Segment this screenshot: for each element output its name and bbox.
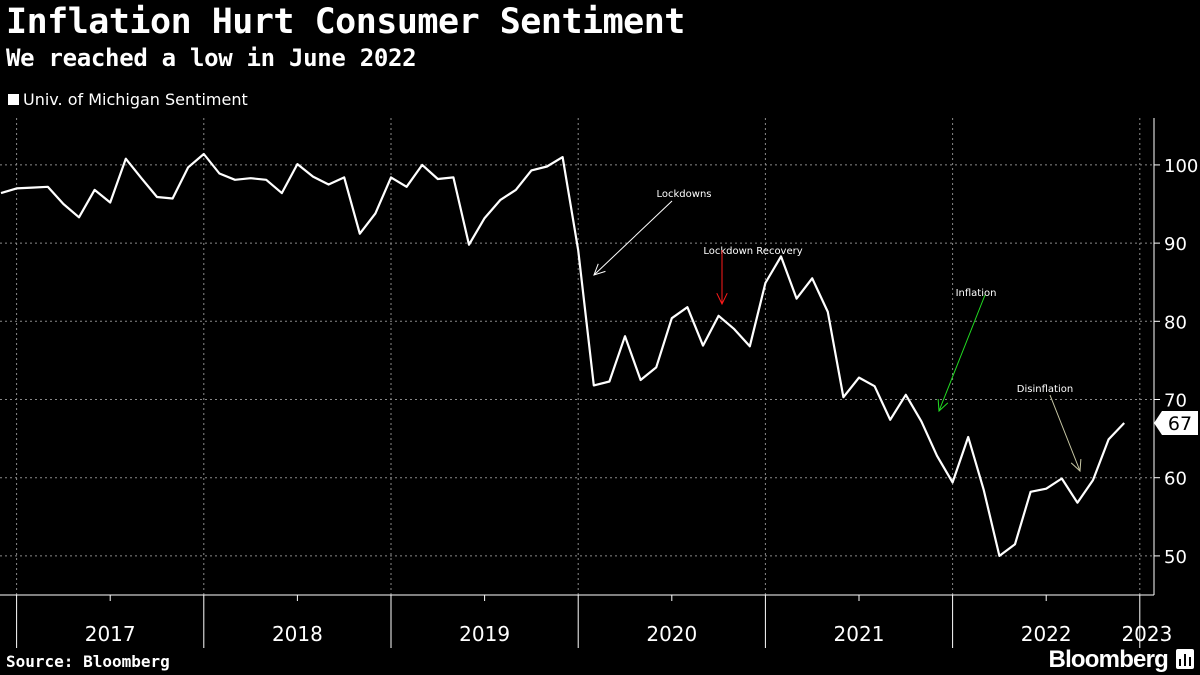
annotation-disinflation-arrow-head — [1070, 458, 1082, 473]
chart-icon — [1176, 649, 1194, 669]
annotation-inflation-arrow-shaft — [938, 294, 986, 412]
y-tick-label: 50 — [1164, 547, 1187, 568]
last-value-badge — [1154, 410, 1198, 435]
x-tick-label: 2017 — [85, 622, 136, 646]
last-value-label: 67 — [1168, 413, 1192, 435]
annotation-inflation-arrow-head — [937, 398, 949, 413]
annotation-lockdowns-label: Lockdowns — [657, 189, 712, 200]
legend: Univ. of Michigan Sentiment — [8, 90, 248, 109]
annotation-disinflation-arrow-shaft — [1049, 394, 1081, 472]
y-tick-label: 100 — [1164, 156, 1198, 177]
annotation-inflation-label: Inflation — [956, 288, 997, 299]
chart-subtitle: We reached a low in June 2022 — [6, 44, 417, 72]
annotation-lockdown-recovery-arrow-head — [716, 292, 728, 306]
y-tick-label: 80 — [1164, 312, 1187, 333]
legend-swatch — [8, 94, 19, 105]
x-tick-label: 2020 — [646, 622, 697, 646]
x-tick-label: 2019 — [459, 622, 510, 646]
brand-logo: Bloomberg — [1048, 646, 1169, 673]
y-tick-label: 70 — [1164, 391, 1187, 412]
x-tick-label: 2018 — [272, 622, 323, 646]
x-tick-label: 2023 — [1121, 622, 1172, 646]
annotation-lockdowns-arrow-shaft — [593, 200, 673, 276]
chart-title: Inflation Hurt Consumer Sentiment — [6, 2, 685, 42]
legend-label: Univ. of Michigan Sentiment — [23, 90, 248, 109]
y-tick-label: 90 — [1164, 234, 1187, 255]
annotation-lockdowns-arrow-head — [593, 263, 606, 276]
series-line — [0, 152, 1125, 557]
y-tick-label: 60 — [1164, 469, 1187, 490]
source-note: Source: Bloomberg — [6, 652, 170, 671]
x-tick-label: 2022 — [1021, 622, 1072, 646]
annotation-disinflation-label: Disinflation — [1017, 384, 1073, 395]
x-tick-label: 2021 — [834, 622, 885, 646]
annotation-lockdown-recovery-label: Lockdown Recovery — [703, 246, 802, 257]
